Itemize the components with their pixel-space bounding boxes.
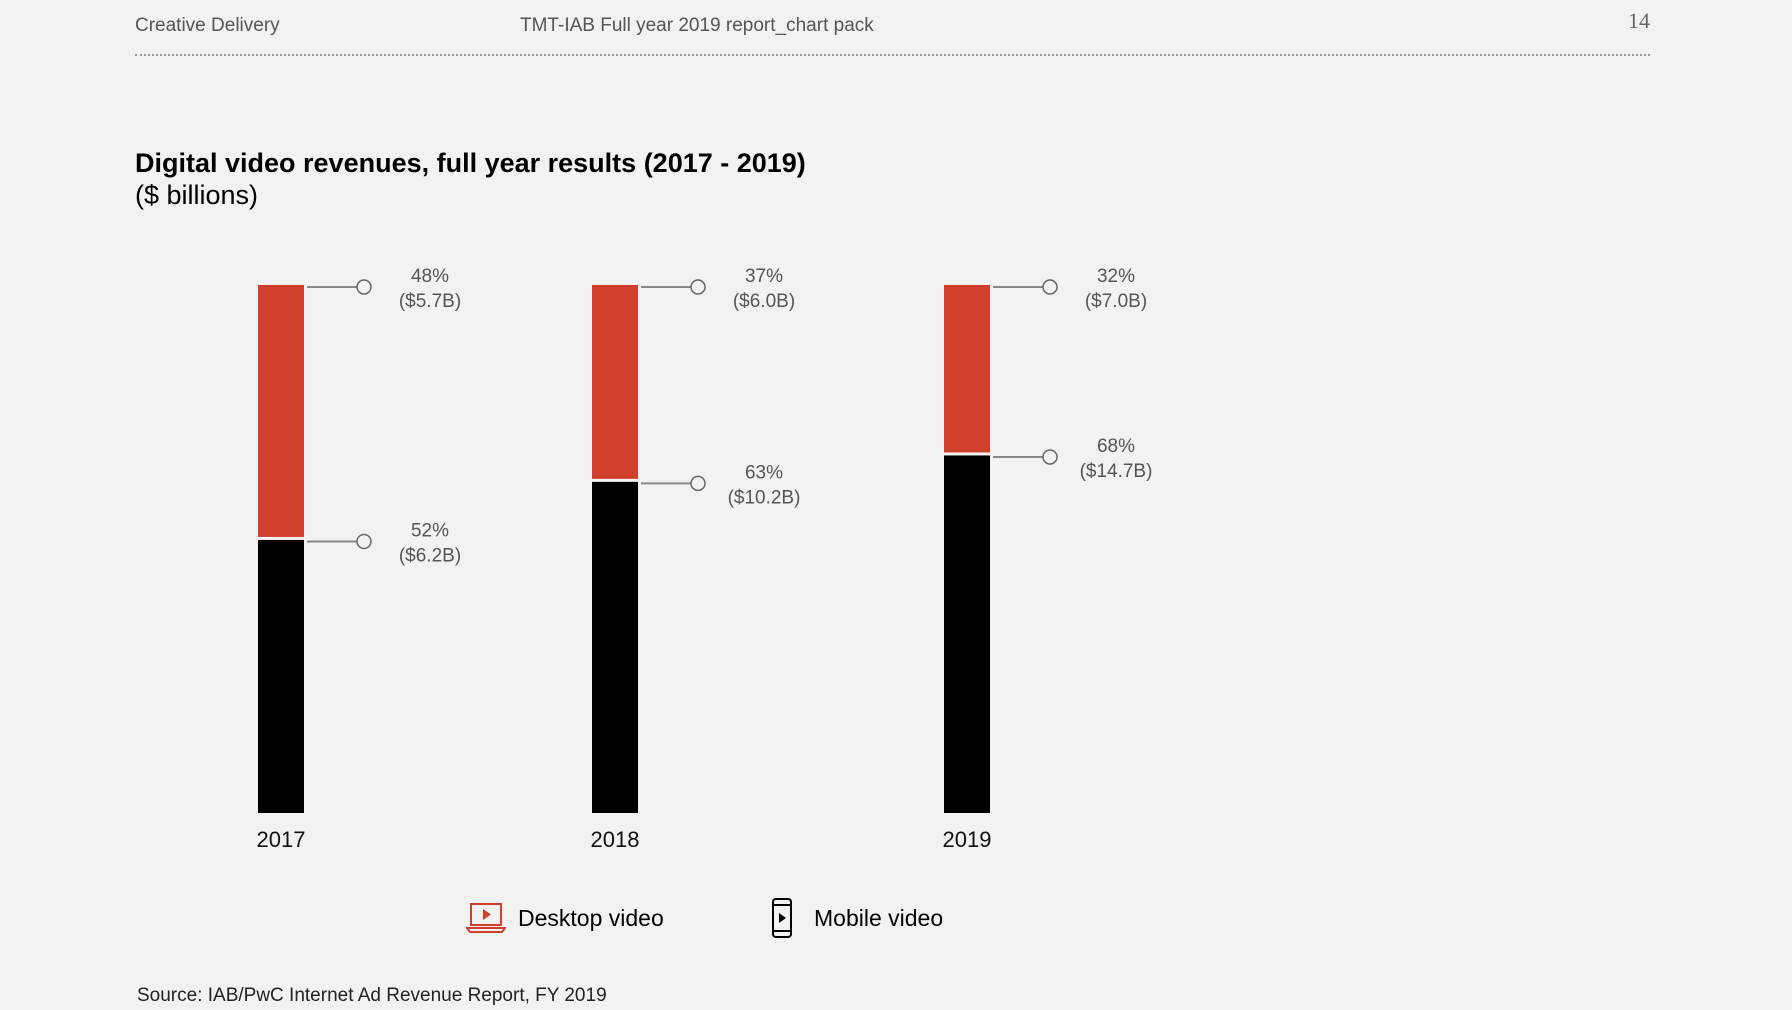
- legend-label-mobile: Mobile video: [814, 904, 944, 931]
- data-label-desktop-val-2019: ($7.0B): [1085, 291, 1147, 312]
- legend-label-desktop: Desktop video: [518, 904, 664, 931]
- x-tick-label-2019: 2019: [943, 827, 992, 852]
- data-label-mobile-val-2018: ($10.2B): [728, 487, 801, 508]
- data-label-desktop-val-2017: ($5.7B): [399, 291, 461, 312]
- legend-item-desktop: Desktop video: [466, 898, 664, 938]
- stacked-bar-chart: 48% ($5.7B) 52% ($6.2B) 2017 37% ($6.0B) 63% ($1…: [257, 266, 1153, 852]
- bar-desktop-2017: [258, 285, 304, 537]
- callout-dot-desktop-2018: [690, 279, 706, 295]
- data-label-desktop-pct-2019: 32%: [1097, 266, 1135, 287]
- header-divider: [135, 54, 1650, 56]
- header-left-label: Creative Delivery: [135, 15, 280, 36]
- callout-dot-desktop-2017: [356, 279, 372, 295]
- x-tick-label-2017: 2017: [257, 827, 306, 852]
- x-tick-label-2018: 2018: [591, 827, 640, 852]
- callout-dot-mobile-2017: [356, 533, 372, 550]
- chart-subtitle: ($ billions): [135, 180, 259, 210]
- data-label-mobile-pct-2019: 68%: [1097, 436, 1135, 457]
- bar-mobile-2019: [944, 455, 990, 813]
- page-number: 14: [1628, 8, 1650, 33]
- header-report-title: TMT-IAB Full year 2019 report_chart pack: [520, 15, 874, 36]
- data-label-desktop-pct-2018: 37%: [745, 266, 783, 287]
- data-label-desktop-val-2018: ($6.0B): [733, 291, 795, 312]
- data-label-mobile-pct-2018: 63%: [745, 462, 783, 483]
- data-label-mobile-val-2019: ($14.7B): [1080, 461, 1153, 482]
- mobile-phone-icon: [772, 898, 792, 938]
- laptop-play-icon: [466, 903, 506, 933]
- chart-title: Digital video revenues, full year result…: [135, 148, 806, 178]
- source-note: Source: IAB/PwC Internet Ad Revenue Repo…: [137, 985, 607, 1006]
- legend-item-mobile: Mobile video: [762, 898, 943, 938]
- bar-mobile-2018: [592, 481, 638, 813]
- bar-desktop-2018: [592, 285, 638, 479]
- data-label-desktop-pct-2017: 48%: [411, 266, 449, 287]
- bar-mobile-2017: [258, 539, 304, 813]
- callout-dot-desktop-2019: [1042, 279, 1058, 295]
- bar-desktop-2019: [944, 285, 990, 453]
- callout-dot-mobile-2019: [1042, 449, 1058, 465]
- data-label-mobile-pct-2017: 52%: [411, 520, 449, 541]
- data-label-mobile-val-2017: ($6.2B): [399, 545, 461, 566]
- callout-dot-mobile-2018: [690, 475, 706, 492]
